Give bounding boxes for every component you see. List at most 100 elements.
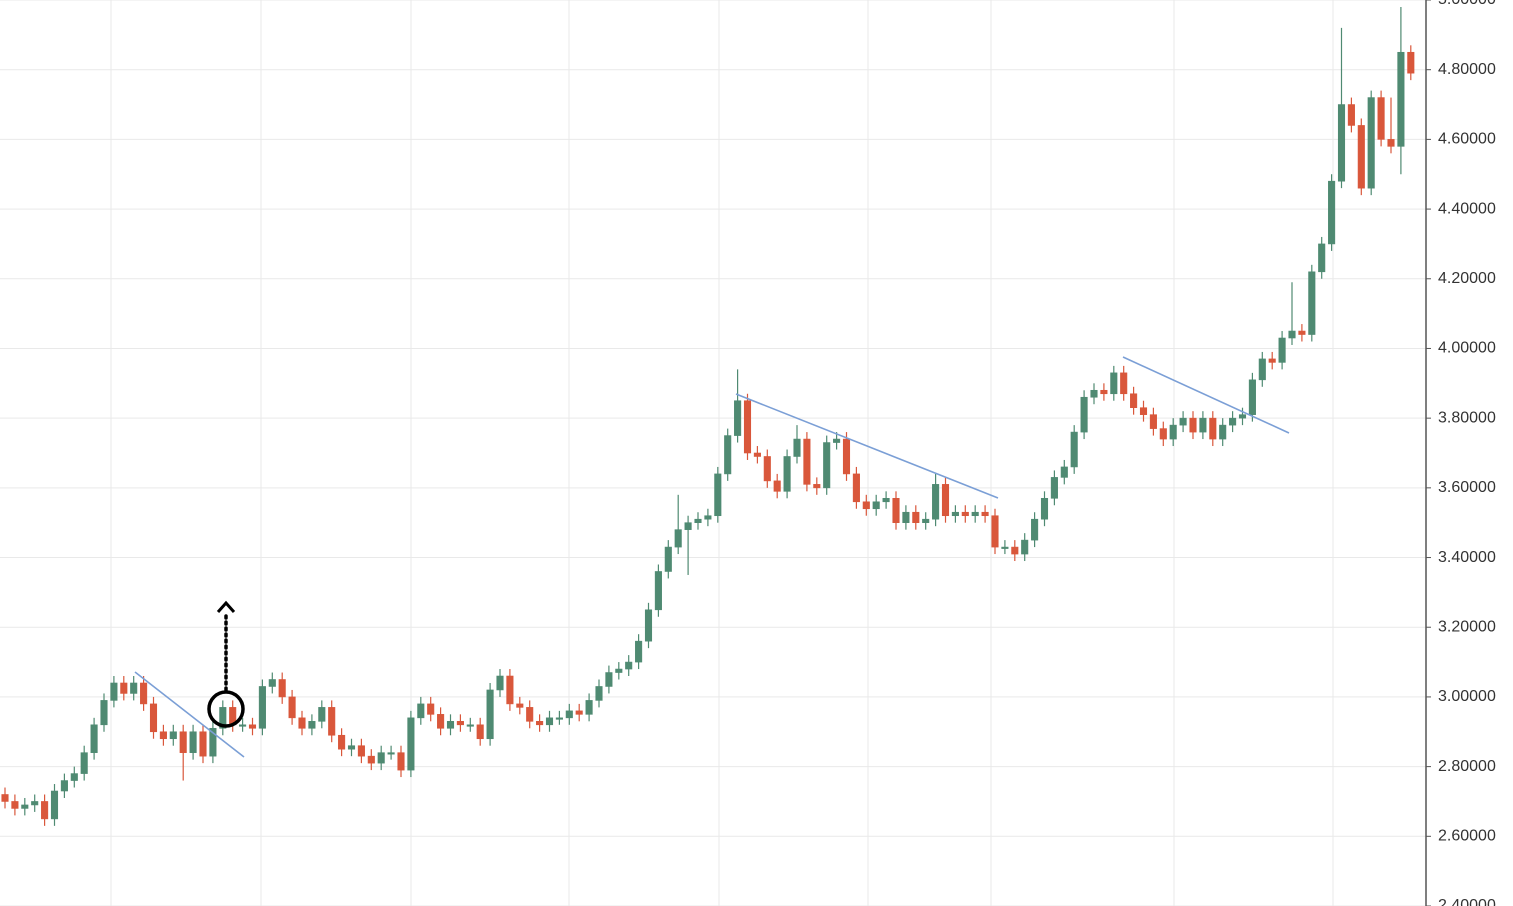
candle-body: [555, 717, 563, 720]
candle-body: [377, 752, 385, 764]
breakout-circle: [207, 690, 245, 728]
candle-body: [1229, 417, 1237, 426]
annotations: [134, 356, 1290, 758]
trend-line: [735, 393, 999, 499]
candle-body: [1189, 417, 1197, 433]
candle-body: [427, 703, 435, 715]
candle-body: [1011, 546, 1019, 555]
y-tick-label: 4.20000: [1438, 270, 1496, 287]
y-tick-label: 3.00000: [1438, 688, 1496, 705]
candle-body: [803, 438, 811, 485]
candle-body: [268, 679, 276, 687]
candle-body: [456, 721, 464, 726]
candle-body: [298, 717, 306, 729]
candle-body: [684, 522, 692, 530]
candle-body: [773, 480, 781, 492]
candle-body: [248, 724, 257, 729]
price-labels: 2.40000 2.60000 2.80000 3.00000 3.20000 3.400…: [1426, 0, 1496, 906]
arrow-head: [216, 600, 236, 613]
y-tick-label: 3.40000: [1438, 549, 1496, 566]
candle-body: [724, 435, 732, 475]
candle-body: [1328, 180, 1336, 245]
candle-body: [60, 780, 68, 792]
candle-body: [437, 714, 445, 729]
vertical-grid: [110, 0, 1334, 906]
candle-body: [1040, 497, 1049, 520]
candle-body: [1258, 358, 1266, 381]
candle-body: [70, 773, 78, 781]
candle-body: [466, 724, 474, 727]
candle-body: [21, 804, 29, 809]
candle-body: [1199, 417, 1207, 433]
candle-body: [753, 452, 761, 457]
candle-body: [536, 721, 544, 726]
candle-body: [912, 511, 920, 523]
candle-body: [318, 707, 326, 722]
candle-body: [743, 400, 752, 454]
candle-body: [486, 689, 494, 740]
y-tick-label: 3.60000: [1438, 479, 1496, 496]
candle-body: [1110, 372, 1118, 395]
candle-body: [664, 546, 672, 572]
y-tick-label: 4.60000: [1438, 131, 1496, 148]
candle-body: [1050, 477, 1058, 499]
candle-body: [1407, 51, 1415, 74]
y-tick-label: 4.40000: [1438, 200, 1496, 217]
candle-body: [397, 752, 405, 771]
candle-body: [1159, 428, 1167, 440]
candle-body: [1268, 358, 1276, 363]
candle-body: [347, 745, 356, 750]
candle-body: [585, 700, 593, 715]
candle-body: [1298, 330, 1306, 335]
candle-body: [496, 675, 504, 691]
candle-body: [734, 400, 742, 436]
candle-body: [565, 710, 573, 719]
candle-body: [308, 721, 316, 729]
candle-body: [367, 755, 375, 764]
candle-body: [595, 686, 603, 701]
candle-body: [179, 731, 187, 753]
candle-body: [1179, 417, 1187, 426]
candle-body: [1060, 466, 1068, 478]
candle-body: [1209, 417, 1217, 440]
candle-body: [288, 696, 296, 719]
candle-body: [793, 438, 801, 457]
candle-body: [1248, 379, 1256, 415]
candle-body: [694, 518, 702, 523]
candle-body: [862, 501, 870, 510]
candle-body: [516, 703, 524, 708]
candle-body: [852, 473, 860, 503]
y-tick-label: 4.80000: [1438, 61, 1496, 78]
candle-body: [1318, 243, 1326, 273]
candle-body: [50, 790, 59, 820]
candle-body: [338, 734, 346, 750]
candle-body: [41, 801, 49, 820]
y-tick-label: 3.80000: [1438, 409, 1496, 426]
candle-body: [1169, 424, 1177, 440]
candle-body: [328, 707, 336, 736]
candle-body: [1149, 414, 1157, 429]
candle-body: [130, 682, 138, 694]
candle-body: [654, 571, 662, 611]
candle-body: [1357, 125, 1365, 189]
candle-body: [120, 682, 128, 694]
candle-body: [882, 497, 890, 503]
candle-body: [842, 438, 851, 475]
candle-body: [526, 707, 534, 722]
candle-body: [1367, 97, 1375, 189]
candle-body: [189, 731, 197, 753]
candle-body: [1001, 546, 1009, 549]
candle-body: [1100, 389, 1108, 395]
candle-body: [417, 703, 425, 719]
candle-body: [258, 686, 266, 729]
candle-body: [823, 442, 831, 489]
candle-body: [1139, 407, 1148, 415]
candle-body: [11, 801, 19, 809]
candle-body: [407, 717, 415, 771]
candle-body: [932, 484, 940, 520]
candle-body: [575, 710, 583, 715]
candle-body: [1090, 389, 1098, 398]
candle-body: [1347, 104, 1355, 126]
candle-body: [892, 497, 900, 523]
